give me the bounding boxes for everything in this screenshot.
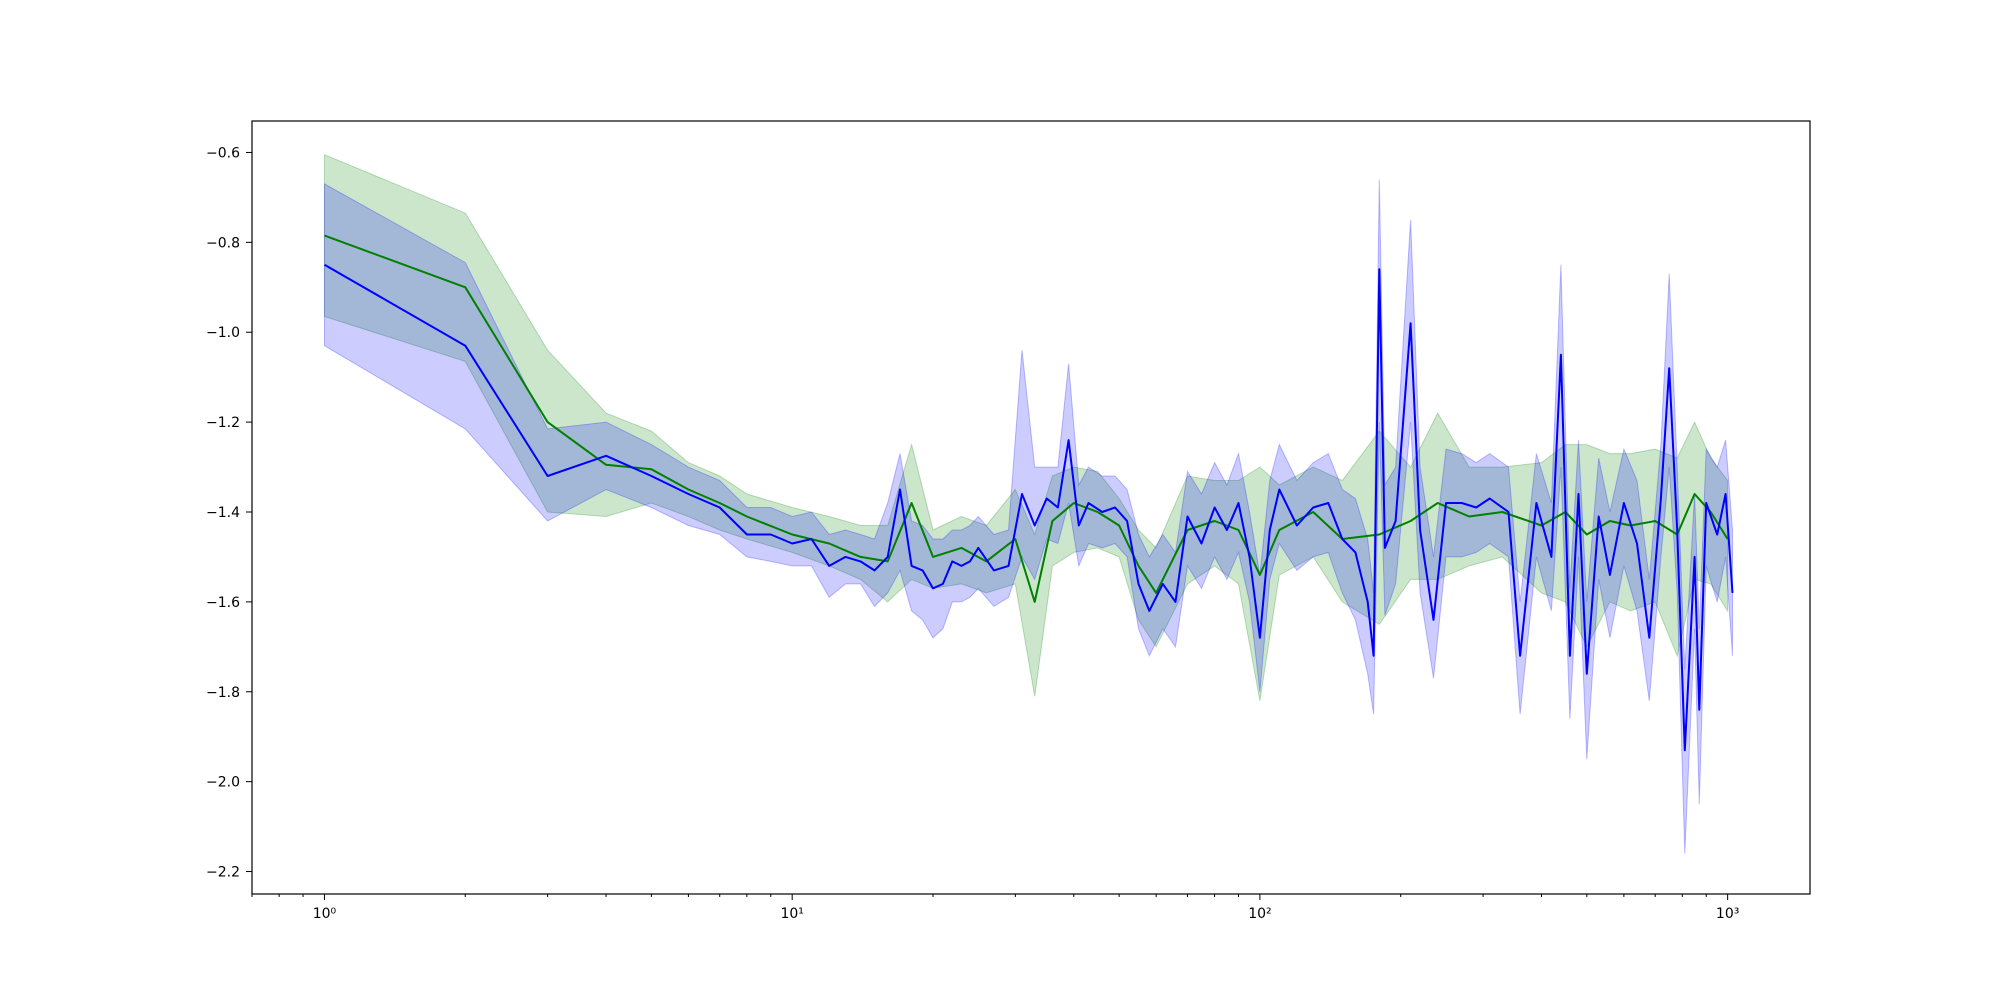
y-tick-label: −1.2 <box>206 415 240 431</box>
y-tick-label: −0.8 <box>206 235 240 251</box>
y-tick-label: −2.2 <box>206 865 240 881</box>
y-tick-label: −1.0 <box>206 325 240 341</box>
y-tick-label: −2.0 <box>206 775 240 791</box>
plot-area-frame <box>251 120 1811 895</box>
series-2-line <box>324 263 1734 752</box>
series-1-band <box>324 153 1729 701</box>
x-tick-label: 10¹ <box>780 906 803 922</box>
y-axis-ticks: −0.6 −0.8 −1.0 −1.2 −1.4 −1.6 −1.8 −2.0 −2.2 <box>206 145 252 881</box>
y-tick-label: −1.6 <box>206 595 240 611</box>
series-lines <box>324 234 1734 752</box>
y-tick-label: −1.8 <box>206 685 240 701</box>
x-axis-ticks: 10⁰ 10¹ 10² 10³ <box>251 894 1739 922</box>
y-tick-label: −1.4 <box>206 505 240 521</box>
x-tick-label: 10³ <box>1716 906 1739 922</box>
y-tick-label: −0.6 <box>206 145 240 161</box>
x-tick-label: 10² <box>1248 906 1271 922</box>
x-tick-label: 10⁰ <box>313 906 337 922</box>
